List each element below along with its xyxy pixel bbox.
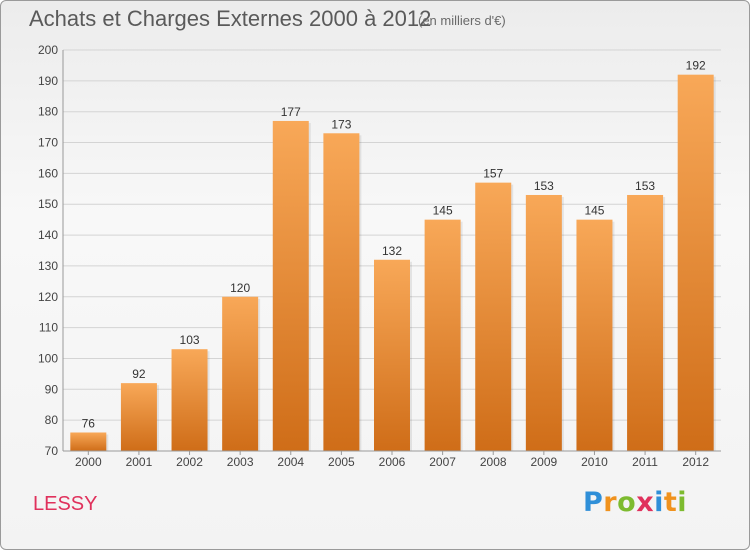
x-tick-label: 2004 [277,455,304,469]
x-tick-label: 2010 [581,455,608,469]
x-tick-label: 2001 [126,455,153,469]
axes: 7080901001101201301401501601701801902002… [38,43,721,469]
place-name: LESSY [33,493,98,515]
data-label: 103 [180,333,200,347]
x-tick-label: 2011 [632,455,658,469]
x-tick-label: 2012 [682,455,709,469]
data-label: 173 [331,117,351,131]
y-tick-label: 130 [38,259,58,273]
logo-letter: i [677,487,688,518]
x-tick-label: 2000 [75,455,102,469]
x-tick-label: 2007 [429,455,456,469]
data-label: 153 [635,179,655,193]
bar [424,219,461,451]
data-label: 132 [382,244,402,258]
y-tick-label: 110 [39,321,58,335]
logo-letter: o [617,487,637,518]
y-tick-label: 70 [45,444,59,458]
bar [677,74,714,451]
data-label: 120 [230,281,250,295]
bar [120,383,157,451]
bar [70,432,107,451]
logo-letter: i [654,487,664,518]
y-tick-label: 140 [38,228,58,242]
bar [576,219,613,451]
proxiti-logo: Proxiti [583,487,687,518]
data-label: 145 [584,204,604,218]
logo-letter: r [603,487,618,518]
x-tick-label: 2005 [328,455,355,469]
data-label: 76 [82,416,96,430]
data-label: 177 [281,105,301,119]
chart-title: Achats et Charges Externes 2000 à 2012 [29,6,432,31]
bar [627,194,664,451]
bars: 76 92 103 120 177 173 132 145 157 153 145 153 192 [70,59,716,452]
y-tick-label: 90 [45,382,59,396]
data-label: 92 [132,367,146,381]
y-tick-label: 200 [38,43,58,57]
x-tick-label: 2002 [176,455,203,469]
logo-letter: t [663,487,678,518]
bar [374,259,410,451]
x-tick-label: 2009 [530,455,557,469]
bar [323,133,360,452]
x-tick-label: 2008 [480,455,507,469]
x-tick-label: 2006 [379,455,406,469]
bar [222,296,259,451]
bar [171,349,208,451]
y-tick-label: 190 [38,74,58,88]
y-tick-label: 100 [38,351,58,365]
logo-letter: x [636,487,655,518]
bar [525,194,562,451]
logo-letter: P [583,487,604,518]
y-tick-label: 120 [38,290,58,304]
chart-subtitle: (en milliers d'€) [418,13,506,28]
y-tick-label: 150 [38,197,58,211]
bar [475,182,512,451]
y-tick-label: 160 [38,166,58,180]
data-label: 157 [483,167,503,181]
y-tick-label: 170 [38,136,58,150]
bar [272,120,309,451]
y-tick-label: 180 [38,105,58,119]
data-label: 145 [433,204,453,218]
y-tick-label: 80 [45,413,59,427]
data-label: 153 [534,179,554,193]
x-tick-label: 2003 [227,455,254,469]
data-label: 192 [686,59,706,73]
